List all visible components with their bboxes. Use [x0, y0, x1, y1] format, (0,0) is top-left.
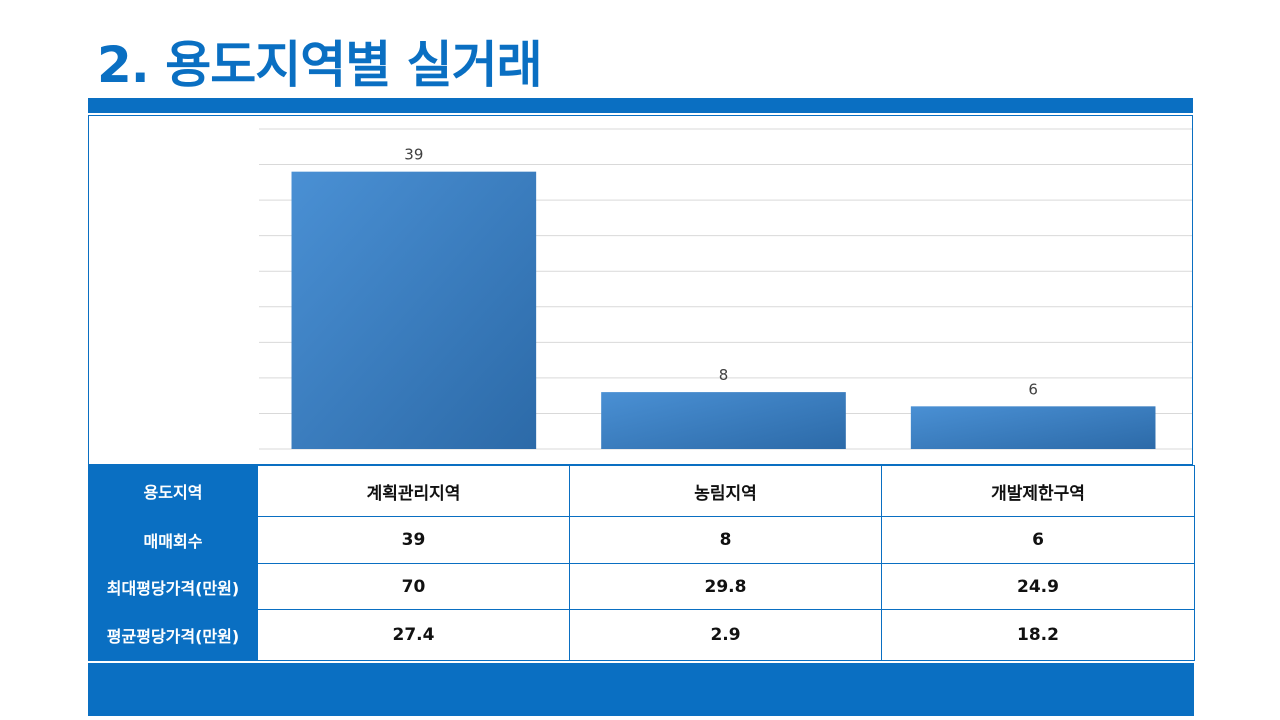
table-cell: 70: [257, 563, 570, 610]
page-title: 2. 용도지역별 실거래: [97, 36, 543, 94]
table-cell: 6: [881, 516, 1195, 564]
table-cell: 29.8: [569, 563, 882, 610]
table-row-avg-price: 평균평당가격(만원) 27.4 2.9 18.2: [88, 609, 1195, 661]
table-cell: 18.2: [881, 609, 1195, 661]
table-cell: 8: [569, 516, 882, 564]
table-cell: 개발제한구역: [881, 465, 1195, 517]
row-header-avg-price: 평균평당가격(만원): [88, 609, 258, 661]
data-label-1: 39: [404, 146, 423, 164]
bar-1: [291, 171, 537, 449]
data-label-3: 6: [1028, 380, 1038, 398]
table-row-zoning: 용도지역 계획관리지역 농림지역 개발제한구역: [88, 465, 1195, 517]
table-cell: 27.4: [257, 609, 570, 661]
table-row-trade-count: 매매회수 39 8 6: [88, 516, 1195, 564]
data-label-2: 8: [719, 366, 729, 384]
table-cell: 2.9: [569, 609, 882, 661]
table-cell: 농림지역: [569, 465, 882, 517]
row-header-max-price: 최대평당가격(만원): [88, 563, 258, 610]
bar-2: [601, 392, 846, 449]
row-header-zoning: 용도지역: [88, 465, 258, 517]
row-header-trade-count: 매매회수: [88, 516, 258, 564]
table-cell: 39: [257, 516, 570, 564]
bar-chart: 39 8 6: [259, 128, 1192, 450]
data-table: 용도지역 계획관리지역 농림지역 개발제한구역 매매회수 39 8 6 최대평당…: [88, 465, 1195, 661]
table-cell: 계획관리지역: [257, 465, 570, 517]
bar-chart-panel: 39 8 6: [88, 115, 1193, 465]
table-row-max-price: 최대평당가격(만원) 70 29.8 24.9: [88, 563, 1195, 610]
bar-3: [910, 406, 1156, 449]
table-cell: 24.9: [881, 563, 1195, 610]
footer-bar: [88, 663, 1194, 716]
title-underline-bar: [88, 98, 1193, 113]
